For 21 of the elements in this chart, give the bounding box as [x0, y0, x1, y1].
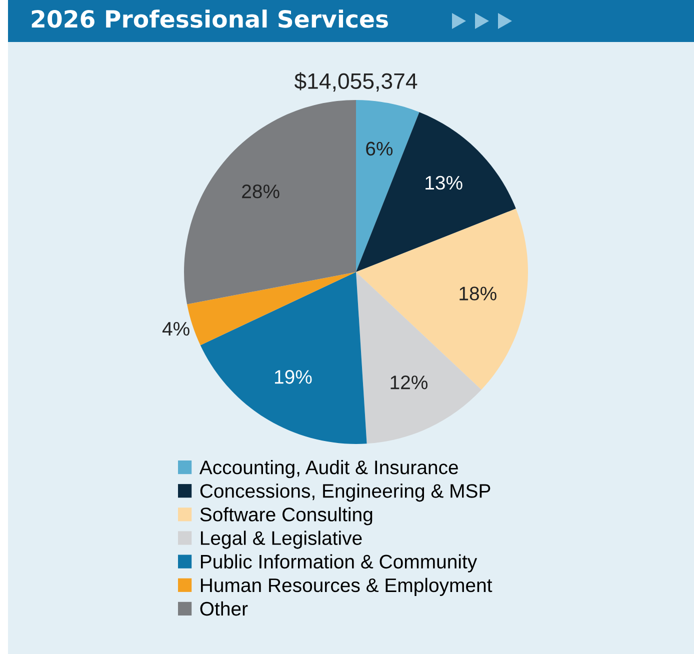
legend-label: Software Consulting	[200, 507, 372, 526]
chart-title: 2026 Professional Services	[32, 10, 388, 28]
legend-label: Public Information & Community	[200, 554, 478, 572]
pie-slice	[356, 208, 528, 390]
legend-label: Legal & Legislative	[200, 530, 362, 549]
data-label: 6%	[366, 142, 393, 156]
pie-slice	[200, 272, 367, 444]
data-label: 18%	[460, 286, 496, 300]
data-label: 4%	[162, 322, 190, 336]
legend-label: Other	[200, 601, 248, 616]
legend-label: Human Resources & Employment	[200, 578, 492, 596]
legend-label: Accounting, Audit & Insurance	[199, 460, 458, 478]
chart-subtitle: $14,055,374	[294, 72, 418, 92]
pie-slice	[184, 100, 356, 304]
data-label: 12%	[390, 376, 428, 390]
data-label: 19%	[274, 370, 312, 384]
pie-slice	[356, 100, 420, 272]
legend-label: Concessions, Engineering & MSP	[200, 484, 490, 502]
pie-slice	[356, 112, 516, 272]
data-label: 13%	[426, 176, 462, 190]
data-label: 28%	[242, 184, 280, 198]
